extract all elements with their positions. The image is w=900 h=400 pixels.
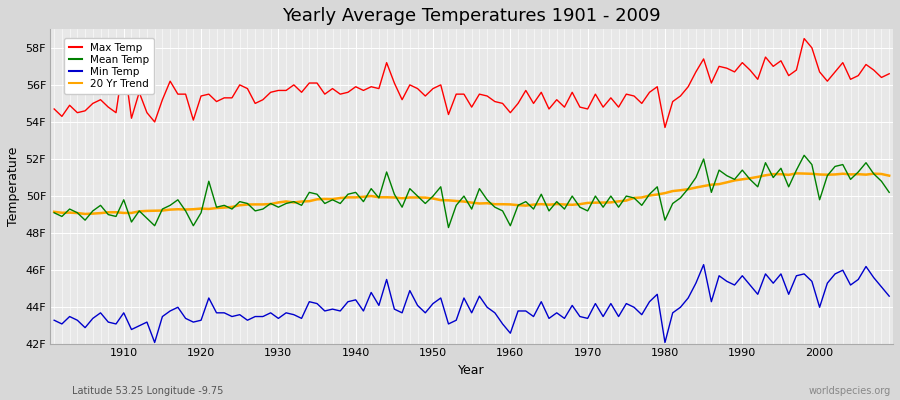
Min Temp bbox=[288, 312, 299, 317]
Line: Max Temp: Max Temp bbox=[54, 38, 889, 128]
Min Temp bbox=[513, 308, 524, 313]
Min Temp bbox=[606, 301, 616, 306]
Min Temp bbox=[111, 322, 122, 326]
Mean Temp bbox=[513, 203, 524, 208]
Max Temp bbox=[281, 88, 292, 93]
Max Temp bbox=[111, 110, 122, 115]
Max Temp bbox=[598, 105, 608, 110]
Min Temp bbox=[49, 318, 59, 323]
Mean Temp bbox=[884, 190, 895, 195]
Min Temp bbox=[149, 340, 160, 345]
20 Yr Trend bbox=[505, 202, 516, 207]
Mean Temp bbox=[49, 210, 59, 215]
20 Yr Trend bbox=[80, 212, 91, 216]
20 Yr Trend bbox=[118, 210, 129, 215]
Legend: Max Temp, Mean Temp, Min Temp, 20 Yr Trend: Max Temp, Mean Temp, Min Temp, 20 Yr Tre… bbox=[64, 38, 154, 94]
Min Temp bbox=[505, 331, 516, 336]
20 Yr Trend bbox=[335, 196, 346, 200]
Mean Temp bbox=[111, 214, 122, 219]
20 Yr Trend bbox=[288, 200, 299, 205]
Max Temp bbox=[49, 106, 59, 111]
Max Temp bbox=[660, 125, 670, 130]
Mean Temp bbox=[798, 153, 809, 158]
Max Temp bbox=[505, 110, 516, 115]
20 Yr Trend bbox=[49, 210, 59, 214]
Y-axis label: Temperature: Temperature bbox=[7, 147, 20, 226]
Mean Temp bbox=[327, 197, 338, 202]
X-axis label: Year: Year bbox=[458, 364, 485, 377]
Mean Temp bbox=[505, 223, 516, 228]
Line: Mean Temp: Mean Temp bbox=[54, 155, 889, 228]
Text: worldspecies.org: worldspecies.org bbox=[809, 386, 891, 396]
Text: Latitude 53.25 Longitude -9.75: Latitude 53.25 Longitude -9.75 bbox=[72, 386, 223, 396]
20 Yr Trend bbox=[791, 171, 802, 176]
Mean Temp bbox=[443, 225, 454, 230]
Max Temp bbox=[798, 36, 809, 41]
Min Temp bbox=[335, 308, 346, 313]
Mean Temp bbox=[606, 194, 616, 198]
Mean Temp bbox=[281, 201, 292, 206]
20 Yr Trend bbox=[884, 173, 895, 178]
Title: Yearly Average Temperatures 1901 - 2009: Yearly Average Temperatures 1901 - 2009 bbox=[283, 7, 661, 25]
Min Temp bbox=[884, 294, 895, 298]
Max Temp bbox=[327, 86, 338, 91]
20 Yr Trend bbox=[606, 200, 616, 205]
Max Temp bbox=[884, 71, 895, 76]
Min Temp bbox=[698, 262, 709, 267]
Line: Min Temp: Min Temp bbox=[54, 265, 889, 342]
20 Yr Trend bbox=[513, 203, 524, 208]
Line: 20 Yr Trend: 20 Yr Trend bbox=[54, 173, 889, 214]
Max Temp bbox=[497, 101, 508, 106]
